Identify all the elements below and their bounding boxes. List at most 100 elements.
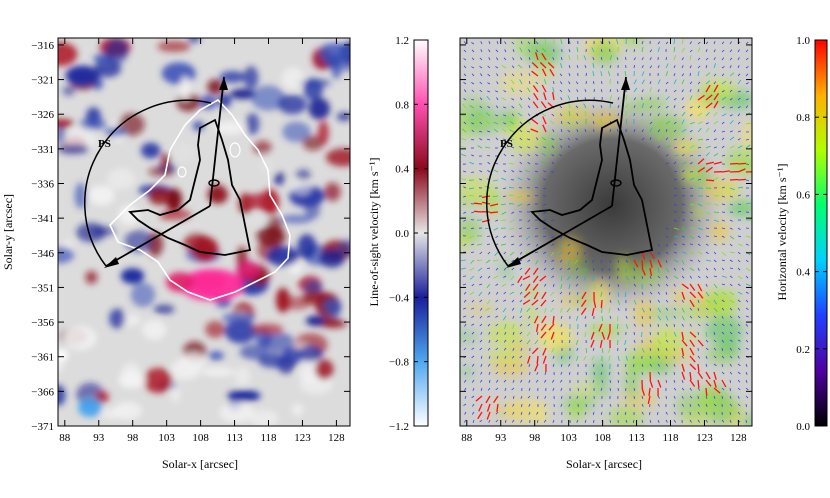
velocity-vector — [745, 122, 751, 125]
velocity-vector — [488, 331, 491, 335]
velocity-patch — [142, 319, 167, 340]
velocity-vector — [673, 73, 676, 77]
velocity-vector — [681, 111, 686, 117]
velocity-vector — [520, 363, 523, 367]
velocity-vector — [737, 138, 741, 141]
velocity-vector — [641, 323, 644, 327]
velocity-patch — [109, 308, 126, 329]
velocity-vector — [665, 323, 669, 327]
velocity-vector — [641, 275, 643, 279]
velocity-vector — [471, 122, 475, 125]
velocity-vector — [745, 243, 749, 246]
velocity-vector — [673, 395, 676, 399]
velocity-vector — [633, 339, 636, 343]
velocity-vector — [567, 95, 571, 101]
velocity-vector — [487, 105, 491, 109]
velocity-patch — [63, 325, 97, 351]
velocity-vector — [543, 403, 547, 407]
velocity-vector — [681, 128, 687, 133]
velocity-vector — [543, 203, 547, 206]
velocity-vector — [551, 243, 555, 246]
velocity-vector — [745, 411, 747, 415]
speed-patch — [591, 40, 618, 65]
velocity-vector — [713, 339, 717, 343]
velocity-vector — [485, 395, 491, 404]
velocity-vector — [729, 178, 739, 181]
velocity-vector — [495, 371, 499, 375]
velocity-vector — [713, 355, 717, 359]
velocity-vector — [520, 347, 523, 351]
velocity-vector — [463, 315, 467, 318]
velocity-vector — [520, 419, 523, 423]
velocity-vector — [496, 403, 499, 412]
velocity-vector — [541, 84, 547, 93]
velocity-vector — [541, 68, 547, 77]
velocity-vector — [488, 49, 491, 53]
velocity-vector — [681, 97, 684, 101]
velocity-patch — [105, 38, 129, 64]
velocity-vector — [551, 275, 555, 278]
velocity-vector — [512, 347, 515, 351]
velocity-vector — [544, 79, 547, 85]
velocity-vector — [559, 291, 563, 295]
velocity-vector — [489, 211, 499, 214]
velocity-vector — [490, 203, 499, 207]
velocity-vector — [729, 331, 733, 335]
velocity-vector — [493, 128, 499, 133]
velocity-patch — [322, 298, 342, 315]
left-xlabel: Solar-x [arcsec] — [162, 457, 238, 471]
speed-patch — [635, 97, 667, 111]
velocity-vector — [463, 186, 467, 189]
velocity-vector — [569, 40, 571, 45]
velocity-vector — [705, 411, 708, 415]
velocity-patch — [170, 141, 196, 163]
velocity-vector — [632, 419, 635, 423]
velocity-vector — [641, 403, 644, 407]
speed-patch — [681, 166, 699, 183]
velocity-vector — [681, 307, 685, 313]
velocity-vector — [535, 323, 539, 333]
velocity-vector — [591, 259, 595, 263]
velocity-vector — [713, 100, 719, 109]
y-tick-label: −346 — [31, 248, 54, 260]
velocity-vector — [463, 339, 467, 343]
velocity-vector — [600, 105, 603, 109]
velocity-vector — [697, 259, 701, 263]
velocity-vector — [681, 235, 685, 238]
velocity-vector — [713, 41, 716, 45]
velocity-vector — [665, 267, 670, 273]
velocity-vector — [463, 363, 467, 367]
velocity-vector — [471, 82, 475, 85]
velocity-vector — [552, 129, 555, 133]
velocity-vector — [510, 154, 515, 157]
velocity-vector — [531, 70, 539, 77]
velocity-vector — [657, 347, 660, 352]
velocity-vector — [681, 267, 685, 271]
velocity-vector — [745, 202, 751, 205]
velocity-vector — [745, 395, 749, 399]
velocity-vector — [737, 307, 741, 311]
velocity-vector — [535, 81, 539, 85]
velocity-patch — [180, 269, 244, 301]
velocity-vector — [729, 355, 733, 359]
velocity-vector — [495, 411, 499, 415]
velocity-vector — [552, 387, 555, 391]
velocity-vector — [519, 129, 523, 133]
velocity-vector — [527, 146, 531, 149]
colorbar-tick-label: 1.0 — [796, 35, 810, 47]
velocity-vector — [729, 275, 733, 279]
velocity-vector — [681, 283, 689, 290]
velocity-vector — [504, 323, 507, 329]
velocity-vector — [543, 92, 547, 101]
velocity-vector — [479, 323, 483, 327]
velocity-vector — [745, 105, 749, 109]
velocity-vector — [633, 65, 635, 69]
velocity-vector — [528, 411, 531, 415]
velocity-vector — [502, 315, 507, 321]
velocity-vector — [519, 89, 523, 93]
velocity-vector — [609, 291, 611, 296]
velocity-vector — [503, 122, 507, 125]
y-tick-label: −316 — [31, 40, 54, 52]
velocity-vector — [463, 403, 467, 407]
velocity-vector — [633, 395, 635, 400]
